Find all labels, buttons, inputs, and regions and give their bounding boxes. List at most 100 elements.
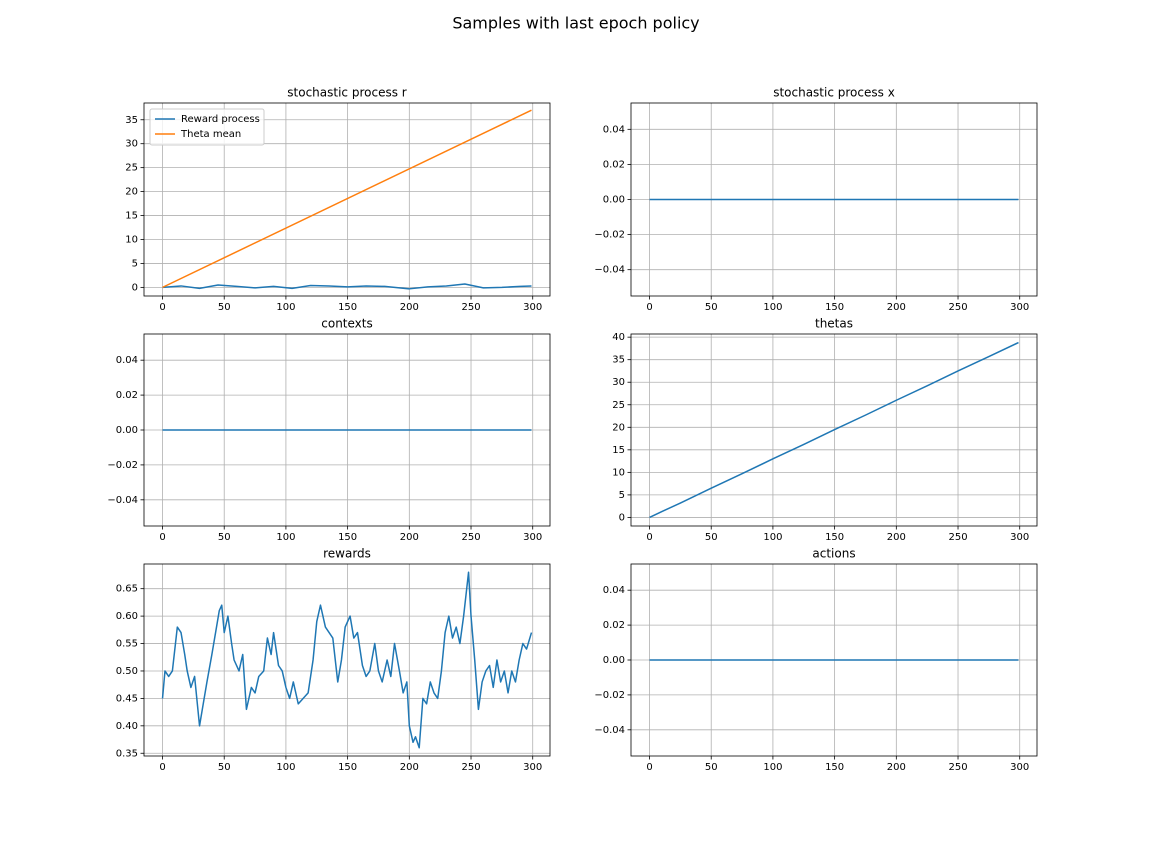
x-tick-label: 50 — [218, 762, 231, 773]
axes-frame — [143, 333, 551, 527]
legend-label: Theta mean — [180, 129, 241, 140]
x-tick-label: 150 — [825, 302, 844, 313]
y-tick-label: 0.00 — [116, 425, 138, 436]
x-tick-label: 200 — [400, 762, 419, 773]
data-line — [649, 341, 1019, 519]
y-tick-label: −0.02 — [594, 690, 625, 701]
x-tick-label: 200 — [887, 762, 906, 773]
x-tick-label: 300 — [1010, 302, 1029, 313]
y-tick-label: −0.02 — [107, 460, 138, 471]
x-tick-label: 100 — [763, 762, 782, 773]
x-tick-label: 0 — [646, 532, 652, 543]
subplot-title: stochastic process x — [773, 86, 895, 100]
x-tick-label: 200 — [400, 532, 419, 543]
y-tick-label: 35 — [125, 115, 138, 126]
x-tick-label: 100 — [763, 302, 782, 313]
x-tick-label: 50 — [705, 302, 718, 313]
y-tick-label: 0.02 — [603, 159, 625, 170]
y-tick-label: 40 — [612, 332, 625, 343]
y-tick-label: 0 — [619, 512, 625, 523]
x-tick-label: 200 — [400, 302, 419, 313]
axes-frame — [143, 563, 551, 757]
y-tick-label: 0.60 — [116, 611, 138, 622]
x-tick-label: 300 — [1010, 532, 1029, 543]
y-tick-label: 0.04 — [116, 355, 138, 366]
subplot-title: actions — [812, 547, 855, 561]
y-tick-label: 0.04 — [603, 124, 625, 135]
data-line — [162, 283, 532, 290]
y-tick-label: 0.45 — [116, 693, 138, 704]
x-tick-label: 100 — [276, 532, 295, 543]
y-tick-label: 0.50 — [116, 666, 138, 677]
x-tick-label: 150 — [338, 302, 357, 313]
x-tick-label: 50 — [218, 302, 231, 313]
subplot-title: stochastic process r — [287, 86, 406, 100]
x-tick-label: 150 — [825, 532, 844, 543]
x-tick-label: 200 — [887, 532, 906, 543]
x-tick-label: 300 — [523, 302, 542, 313]
y-tick-label: 0.02 — [116, 390, 138, 401]
axes-frame — [630, 563, 1038, 757]
y-tick-label: −0.04 — [594, 265, 625, 276]
y-tick-label: −0.04 — [594, 725, 625, 736]
data-line — [162, 109, 532, 289]
x-tick-label: 300 — [1010, 762, 1029, 773]
x-tick-label: 0 — [159, 302, 165, 313]
x-tick-label: 0 — [159, 532, 165, 543]
y-tick-label: 0.55 — [116, 639, 138, 650]
x-tick-label: 50 — [705, 762, 718, 773]
y-tick-label: −0.02 — [594, 230, 625, 241]
x-tick-label: 300 — [523, 532, 542, 543]
y-tick-label: 0.00 — [603, 195, 625, 206]
x-tick-label: 100 — [763, 532, 782, 543]
y-tick-label: 20 — [125, 187, 138, 198]
data-line — [161, 571, 533, 749]
x-tick-label: 250 — [948, 532, 967, 543]
y-tick-label: 0.04 — [603, 585, 625, 596]
subplot-title: contexts — [321, 317, 372, 331]
axes-frame — [143, 102, 551, 297]
x-tick-label: 150 — [338, 532, 357, 543]
x-tick-label: 250 — [948, 762, 967, 773]
x-tick-label: 100 — [276, 762, 295, 773]
y-tick-label: 25 — [125, 163, 138, 174]
x-tick-label: 0 — [646, 762, 652, 773]
x-tick-label: 300 — [523, 762, 542, 773]
y-tick-label: 20 — [612, 422, 625, 433]
y-tick-label: 15 — [612, 445, 625, 456]
x-tick-label: 250 — [948, 302, 967, 313]
y-tick-label: 30 — [125, 139, 138, 150]
figure-title: Samples with last epoch policy — [452, 14, 699, 33]
x-tick-label: 150 — [338, 762, 357, 773]
x-tick-label: 250 — [461, 762, 480, 773]
axes-frame — [630, 333, 1038, 527]
y-tick-label: 10 — [612, 467, 625, 478]
axes-frame — [630, 102, 1038, 297]
x-tick-label: 50 — [705, 532, 718, 543]
x-tick-label: 250 — [461, 302, 480, 313]
x-tick-label: 100 — [276, 302, 295, 313]
y-tick-label: 15 — [125, 211, 138, 222]
x-tick-label: 150 — [825, 762, 844, 773]
x-tick-label: 50 — [218, 532, 231, 543]
y-tick-label: 0.00 — [603, 655, 625, 666]
x-tick-label: 0 — [159, 762, 165, 773]
y-tick-label: 0 — [132, 282, 138, 293]
y-tick-label: 10 — [125, 234, 138, 245]
y-tick-label: 35 — [612, 355, 625, 366]
y-tick-label: 5 — [132, 258, 138, 269]
legend-box — [149, 108, 265, 146]
y-tick-label: 0.35 — [116, 748, 138, 759]
y-tick-label: 0.65 — [116, 584, 138, 595]
x-tick-label: 200 — [887, 302, 906, 313]
subplot-title: rewards — [323, 547, 371, 561]
y-tick-label: 5 — [619, 490, 625, 501]
y-tick-label: 0.40 — [116, 721, 138, 732]
legend-label: Reward process — [181, 114, 260, 125]
y-tick-label: −0.04 — [107, 495, 138, 506]
x-tick-label: 250 — [461, 532, 480, 543]
subplot-title: thetas — [815, 317, 853, 331]
y-tick-label: 30 — [612, 377, 625, 388]
x-tick-label: 0 — [646, 302, 652, 313]
